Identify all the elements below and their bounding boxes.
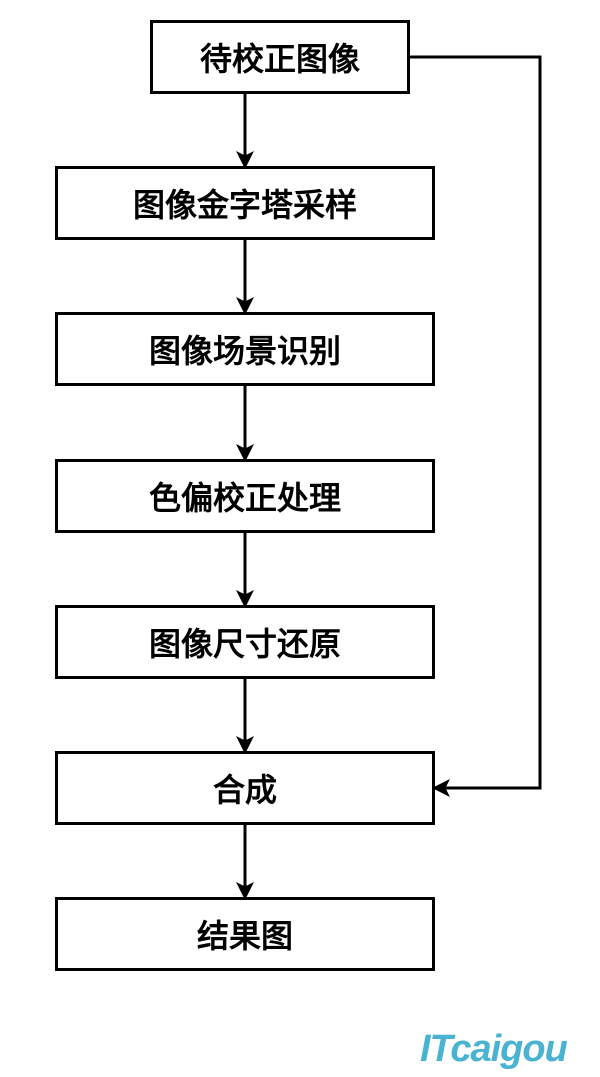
flowchart-node: 待校正图像: [150, 20, 410, 94]
flowchart-node: 图像场景识别: [55, 312, 435, 386]
flowchart-node: 色偏校正处理: [55, 459, 435, 533]
flowchart-node: 结果图: [55, 897, 435, 971]
flowchart-node: 图像金字塔采样: [55, 166, 435, 240]
flowchart-node: 图像尺寸还原: [55, 605, 435, 679]
watermark-text: ITcaigou: [420, 1028, 567, 1071]
flowchart-node: 合成: [55, 751, 435, 825]
